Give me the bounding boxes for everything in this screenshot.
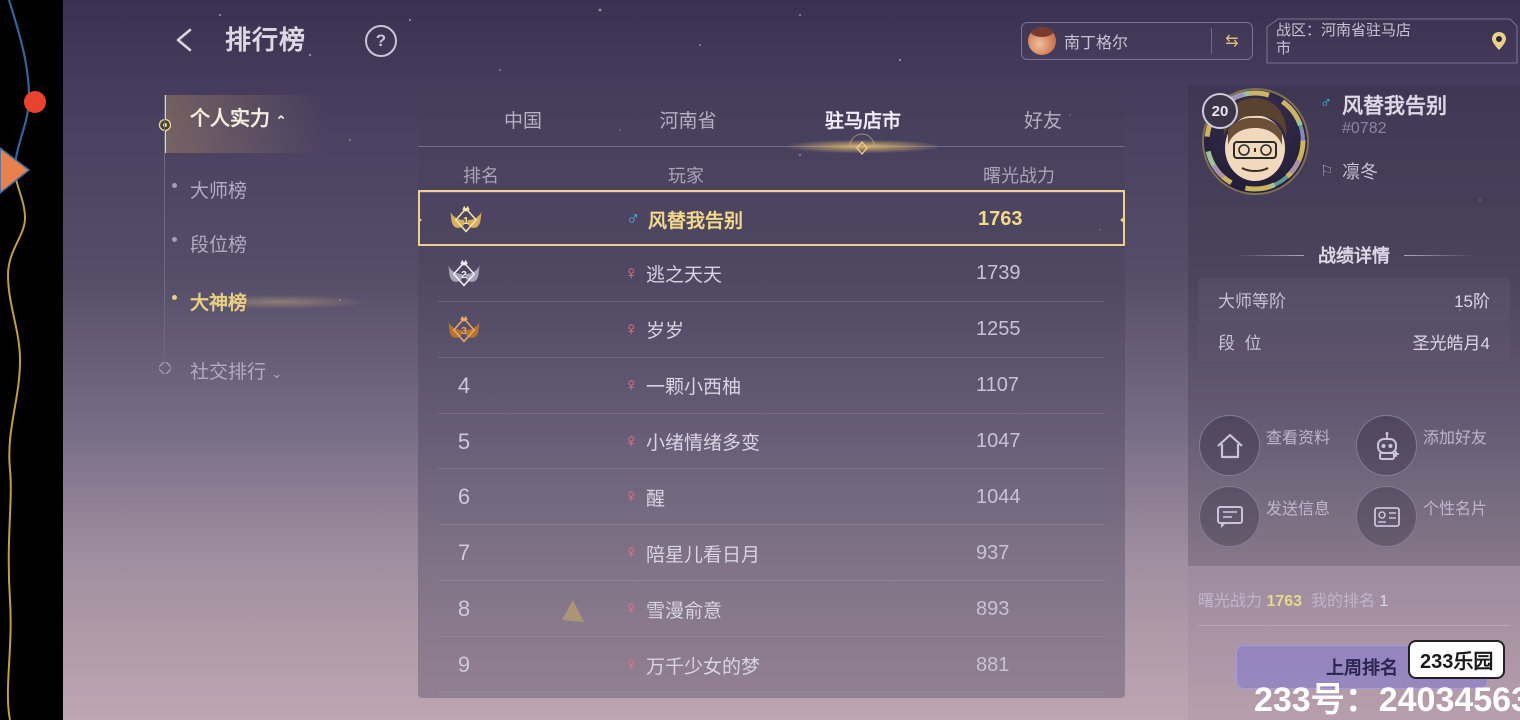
svg-text:1: 1 (463, 216, 469, 227)
svg-text:3: 3 (461, 326, 467, 337)
svg-text:2: 2 (461, 270, 467, 281)
